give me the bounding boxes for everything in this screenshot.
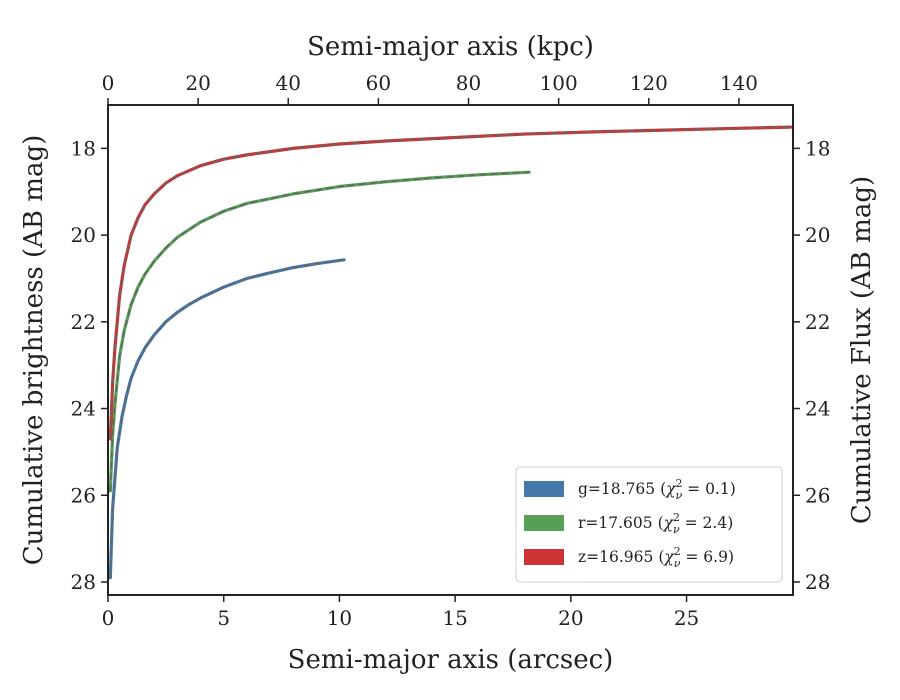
right-y-tick-label: 22 (805, 310, 830, 334)
x-tick-label: 15 (442, 606, 467, 630)
legend-chi-symbol: χ (665, 480, 677, 498)
curves-layer (108, 125, 793, 580)
top-x-tick-label: 40 (276, 71, 301, 95)
legend-entry-name: g=18.765 (578, 480, 655, 498)
y-tick-label: 22 (71, 310, 96, 334)
legend-entry: r=17.605 (χ2 ν = 2.4) (578, 511, 733, 536)
top-x-axis-label: Semi-major axis (kpc) (307, 32, 594, 62)
right-y-tick-label: 26 (805, 483, 830, 507)
x-axis-label: Semi-major axis (arcsec) (288, 645, 614, 675)
legend-chi-sub: ν (674, 557, 681, 570)
legend-chi-sub: ν (676, 489, 683, 502)
top-x-tick-label: 0 (102, 71, 115, 95)
legend-chi-value: = 2.4) (680, 514, 734, 532)
series-model-line-2 (109, 126, 791, 439)
series-model-line-0 (109, 259, 345, 578)
legend-swatch (524, 549, 564, 565)
legend-chi-symbol: χ (663, 548, 675, 566)
series-line-2 (108, 125, 793, 441)
y-tick-label: 20 (71, 223, 96, 247)
y-tick-label: 26 (71, 483, 96, 507)
right-y-tick-label: 24 (805, 397, 830, 421)
legend-chi: ( (655, 480, 666, 498)
y-tick-label: 18 (71, 136, 96, 160)
y-axis-label: Cumulative brightness (AB mag) (19, 135, 49, 566)
x-tick-label: 5 (217, 606, 230, 630)
legend: g=18.765 (χ2 ν = 0.1)r=17.605 (χ2 ν = 2.4)… (515, 466, 783, 583)
top-x-tick-label: 100 (540, 71, 578, 95)
legend-chi: ( (653, 548, 664, 566)
right-y-tick-label: 28 (805, 570, 830, 594)
legend-entry: z=16.965 (χ2 ν = 6.9) (578, 545, 734, 570)
legend-swatch (524, 515, 564, 531)
legend-chi: ( (653, 514, 664, 532)
x-tick-label: 0 (102, 606, 115, 630)
legend-chi-sup: 2 (674, 545, 681, 558)
plot-frame (107, 104, 794, 596)
right-y-tick-label: 18 (805, 136, 830, 160)
legend-swatch (524, 481, 564, 497)
legend-chi-symbol: χ (663, 514, 675, 532)
top-x-tick-label: 140 (720, 71, 758, 95)
legend-entry-name: z=16.965 (578, 548, 653, 566)
legend-entry-name: r=17.605 (578, 514, 653, 532)
right-y-tick-label: 20 (805, 223, 830, 247)
right-y-axis-label: Cumulative Flux (AB mag) (847, 176, 877, 524)
top-x-tick-label: 80 (456, 71, 481, 95)
top-x-tick-label: 120 (630, 71, 668, 95)
series-line-0 (108, 258, 346, 580)
series-line-1 (108, 170, 531, 493)
y-tick-label: 24 (71, 397, 96, 421)
top-x-tick-label: 20 (185, 71, 210, 95)
legend-chi-value: = 6.9) (680, 548, 734, 566)
legend-chi-sup: 2 (673, 511, 680, 524)
legend-entry: g=18.765 (χ2 ν = 0.1) (578, 477, 736, 502)
legend-chi-sup: 2 (676, 477, 683, 490)
x-tick-label: 25 (674, 606, 699, 630)
legend-items: g=18.765 (χ2 ν = 0.1)r=17.605 (χ2 ν = 2.4)… (524, 477, 736, 570)
x-tick-label: 20 (558, 606, 583, 630)
legend-chi-value: = 0.1) (682, 480, 736, 498)
top-x-tick-label: 60 (366, 71, 391, 95)
series-model-line-1 (109, 171, 530, 491)
legend-chi-sub: ν (673, 523, 680, 536)
y-tick-label: 28 (71, 570, 96, 594)
legend-box (515, 466, 783, 583)
x-tick-label: 10 (327, 606, 352, 630)
